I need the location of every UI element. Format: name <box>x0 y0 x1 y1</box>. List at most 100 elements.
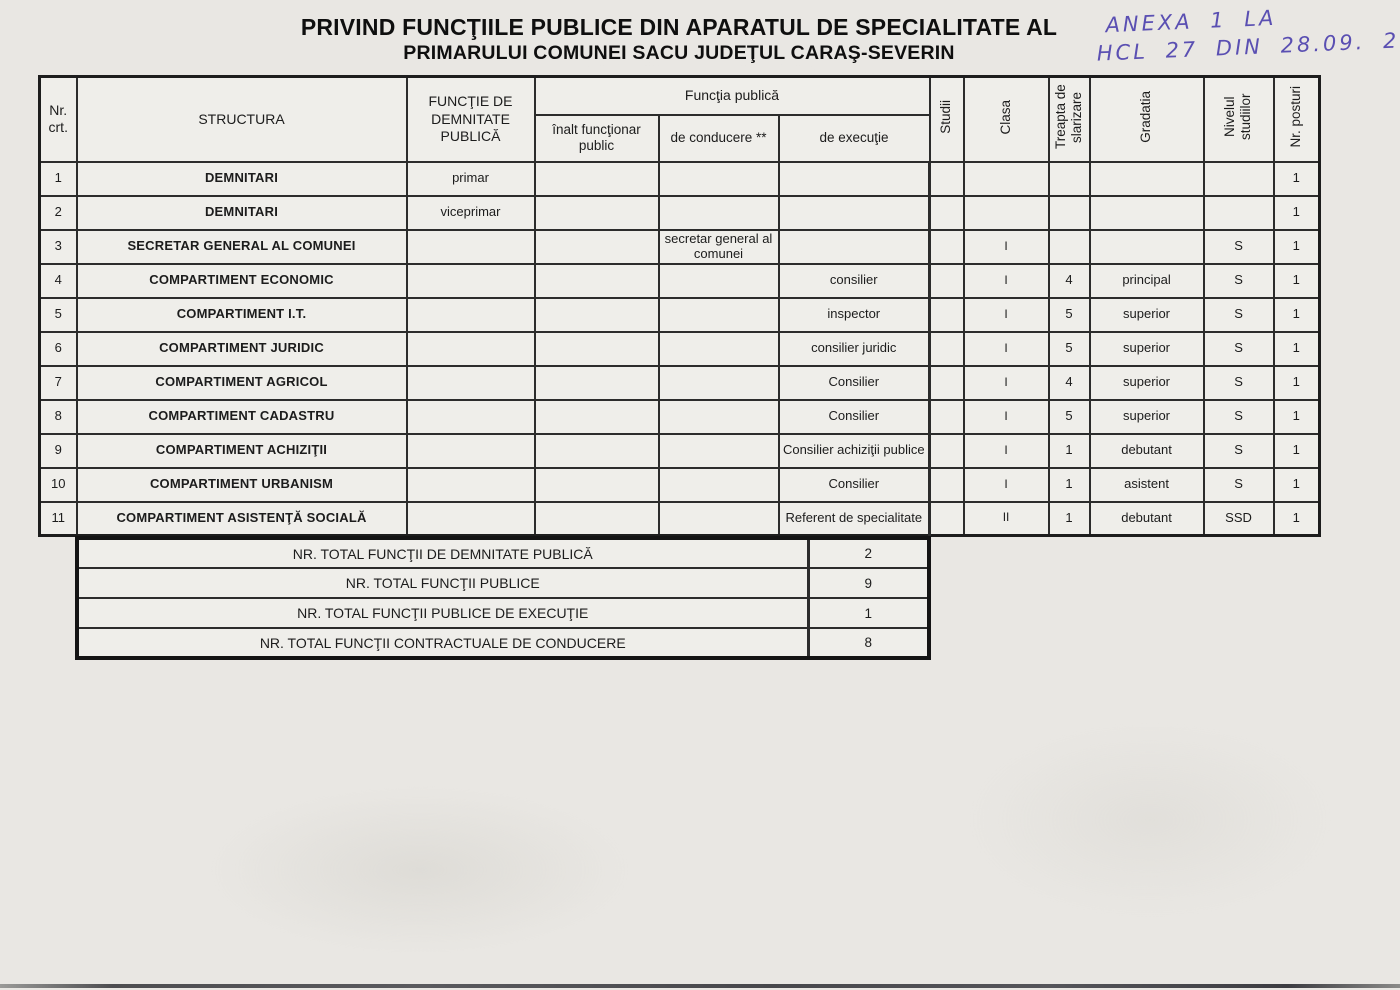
cell-studii <box>928 296 965 333</box>
cell-nivel: S <box>1202 330 1275 367</box>
cell-studii <box>928 398 965 435</box>
cell-nivel: SSD <box>1202 500 1275 537</box>
cell-treapta: 5 <box>1047 296 1091 333</box>
cell-clasa: I <box>962 262 1050 299</box>
col-header-structura: STRUCTURA <box>75 75 408 163</box>
cell-treapta: 1 <box>1047 500 1091 537</box>
cell-inalt <box>533 432 660 469</box>
cell-nr: 5 <box>38 296 78 333</box>
cell-treapta <box>1047 160 1091 197</box>
cell-nr: 3 <box>38 228 78 265</box>
cell-executie: Consilier achiziţii publice <box>777 432 932 469</box>
cell-inalt <box>533 500 660 537</box>
cell-inalt <box>533 194 660 231</box>
staff-positions-table: Nr. crt. STRUCTURA FUNCŢIE DE DEMNITATE … <box>38 75 1322 537</box>
cell-gradatia: superior <box>1088 398 1205 435</box>
col-header-de-executie: de execuţie <box>777 114 931 163</box>
col-header-clasa-label: Clasa <box>997 99 1013 135</box>
summary-value: 9 <box>806 567 930 599</box>
cell-executie: Consilier <box>777 364 932 401</box>
table-row: 8 COMPARTIMENT CADASTRU Consilier I 5 superio… <box>38 398 1321 435</box>
cell-treapta: 1 <box>1047 432 1091 469</box>
cell-nivel <box>1202 194 1275 231</box>
summary-value: 8 <box>806 627 930 659</box>
cell-nr: 7 <box>38 364 78 401</box>
cell-nivel: S <box>1202 296 1275 333</box>
cell-gradatia: superior <box>1088 364 1205 401</box>
table-row: 6 COMPARTIMENT JURIDIC consilier juridic I 5… <box>38 330 1321 367</box>
cell-nr: 6 <box>38 330 78 367</box>
cell-posturi: 1 <box>1272 364 1321 401</box>
cell-posturi: 1 <box>1272 160 1321 197</box>
page-title-line1: PRIVIND FUNCŢIILE PUBLICE DIN APARATUL D… <box>300 14 1058 40</box>
cell-clasa: I <box>962 364 1050 401</box>
summary-label: NR. TOTAL FUNCŢII PUBLICE <box>76 567 809 599</box>
cell-executie: Consilier <box>777 466 932 503</box>
cell-demnitate <box>405 228 536 265</box>
cell-posturi: 1 <box>1272 466 1321 503</box>
cell-inalt <box>533 398 660 435</box>
cell-treapta: 5 <box>1047 398 1091 435</box>
cell-structura: SECRETAR GENERAL AL COMUNEI <box>75 228 408 265</box>
cell-gradatia <box>1088 228 1205 265</box>
cell-clasa: I <box>962 398 1050 435</box>
cell-studii <box>928 228 965 265</box>
col-header-clasa: Clasa <box>962 75 1050 163</box>
col-header-studii: Studii <box>928 75 965 163</box>
cell-nr: 9 <box>38 432 78 469</box>
cell-conducere <box>657 296 780 333</box>
cell-structura: DEMNITARI <box>75 194 408 231</box>
cell-treapta: 1 <box>1047 466 1091 503</box>
table-row: 10 COMPARTIMENT URBANISM Consilier I 1 asiste… <box>38 466 1321 503</box>
cell-demnitate: primar <box>405 160 536 197</box>
cell-studii <box>928 194 965 231</box>
handwritten-annotation: ANEXA 1 LA HCL 27 DIN 28.09. 2021 <box>1095 0 1400 68</box>
cell-demnitate <box>405 330 536 367</box>
cell-inalt <box>533 160 660 197</box>
table-row: 9 COMPARTIMENT ACHIZIŢII Consilier achiziţ… <box>38 432 1321 469</box>
cell-studii <box>928 432 965 469</box>
scanner-edge-line <box>0 984 1400 988</box>
cell-nr: 4 <box>38 262 78 299</box>
cell-executie: consilier juridic <box>777 330 932 367</box>
cell-nivel: S <box>1202 466 1275 503</box>
cell-studii <box>928 364 965 401</box>
cell-structura: DEMNITARI <box>75 160 408 197</box>
cell-executie <box>777 194 932 231</box>
cell-demnitate <box>405 500 536 537</box>
cell-executie: consilier <box>777 262 932 299</box>
table-row: 4 COMPARTIMENT ECONOMIC consilier I 4 princip… <box>38 262 1321 299</box>
col-header-functia-publica: Funcţia publică <box>533 75 931 117</box>
cell-gradatia: superior <box>1088 296 1205 333</box>
cell-posturi: 1 <box>1272 500 1321 537</box>
cell-nr: 2 <box>38 194 78 231</box>
cell-clasa <box>962 194 1050 231</box>
cell-posturi: 1 <box>1272 398 1321 435</box>
col-header-gradatia-label: Gradatia <box>1138 91 1154 143</box>
cell-demnitate <box>405 466 536 503</box>
cell-studii <box>928 466 965 503</box>
cell-posturi: 1 <box>1272 194 1321 231</box>
cell-nr: 1 <box>38 160 78 197</box>
col-header-studii-label: Studii <box>938 100 954 134</box>
cell-clasa: I <box>962 466 1050 503</box>
col-header-nr-posturi: Nr. posturi <box>1272 75 1321 163</box>
cell-conducere <box>657 160 780 197</box>
cell-nivel: S <box>1202 262 1275 299</box>
cell-nr: 10 <box>38 466 78 503</box>
cell-posturi: 1 <box>1272 432 1321 469</box>
cell-demnitate <box>405 398 536 435</box>
page-title-line2: PRIMARULUI COMUNEI SACU JUDEŢUL CARAŞ-SE… <box>403 41 955 64</box>
cell-conducere <box>657 364 780 401</box>
summary-row: NR. TOTAL FUNCŢII DE DEMNITATE PUBLICĂ 2 <box>76 537 930 569</box>
cell-conducere <box>657 398 780 435</box>
cell-treapta: 4 <box>1047 364 1091 401</box>
cell-executie: Referent de specialitate <box>777 500 932 537</box>
cell-executie <box>777 228 932 265</box>
cell-structura: COMPARTIMENT URBANISM <box>75 466 408 503</box>
cell-clasa: I <box>962 228 1050 265</box>
cell-clasa: I <box>962 432 1050 469</box>
summary-label: NR. TOTAL FUNCŢII DE DEMNITATE PUBLICĂ <box>76 537 809 569</box>
cell-clasa: I <box>962 296 1050 333</box>
